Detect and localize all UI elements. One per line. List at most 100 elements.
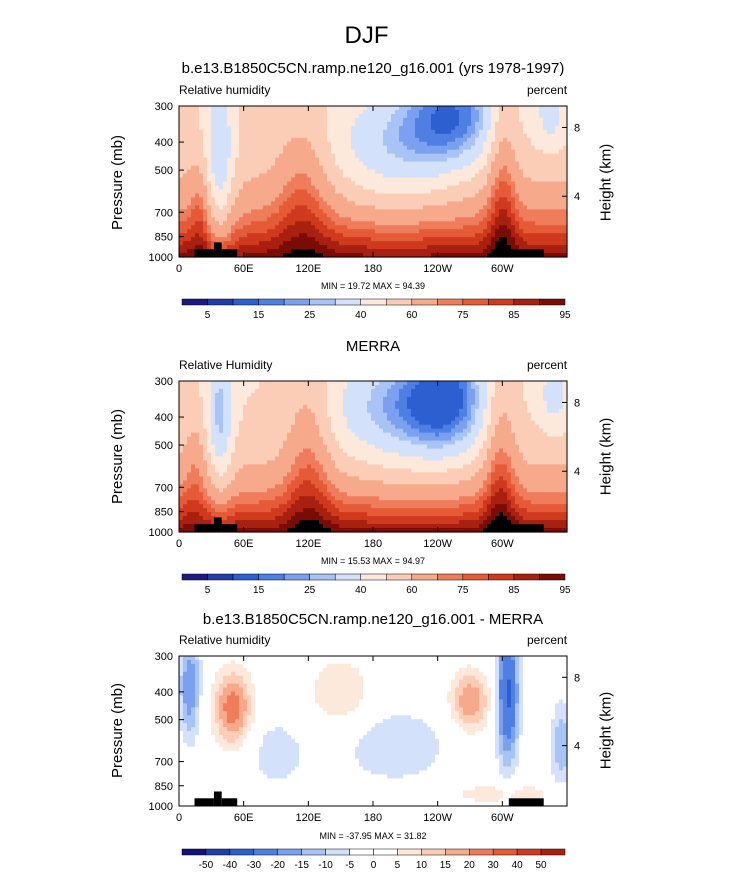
contour-cell [511, 201, 516, 206]
contour-cell [267, 137, 272, 143]
contour-cell [291, 408, 296, 414]
contour-cell [479, 420, 484, 426]
contour-cell [351, 137, 356, 143]
contour-cell [399, 106, 404, 111]
contour-cell [191, 213, 196, 218]
contour-cell [467, 189, 472, 195]
contour-cell [511, 221, 516, 226]
contour-cell [179, 408, 184, 414]
contour-cell [259, 117, 264, 123]
contour-cell [467, 109, 472, 115]
contour-cell [559, 177, 564, 183]
contour-cell [199, 133, 204, 139]
contour-cell [347, 225, 352, 230]
contour-cell [335, 201, 340, 206]
contour-cell [399, 400, 404, 406]
contour-cell [267, 388, 272, 394]
contour-cell [203, 121, 208, 127]
contour-cell [411, 412, 416, 418]
contour-cell [459, 400, 464, 406]
contour-cell [539, 237, 544, 242]
contour-cell [519, 400, 524, 406]
contour-cell [267, 428, 272, 434]
contour-cell [455, 205, 460, 210]
contour-cell [183, 249, 188, 254]
contour-cell [179, 233, 184, 238]
contour-cell [199, 424, 204, 430]
contour-cell [511, 117, 516, 123]
contour-cell [215, 420, 220, 426]
contour-cell [451, 165, 456, 171]
contour-cell [363, 245, 368, 250]
contour-cell [451, 412, 456, 418]
contour-cell [407, 424, 412, 430]
contour-cell [407, 117, 412, 123]
contour-cell [203, 169, 208, 175]
contour-cell [551, 169, 556, 175]
contour-cell [479, 177, 484, 183]
contour-cell [431, 241, 436, 246]
contour-cell [443, 217, 448, 222]
contour-cell [211, 121, 216, 127]
contour-cell [367, 381, 372, 386]
contour-cell [403, 213, 408, 218]
contour-cell [207, 388, 212, 394]
contour-cell [395, 165, 400, 171]
contour-cell [555, 233, 560, 238]
contour-cell [219, 121, 224, 127]
contour-cell [299, 121, 304, 127]
contour-cell [319, 217, 324, 222]
contour-cell [287, 129, 292, 135]
contour-cell [311, 129, 316, 135]
contour-cell [251, 153, 256, 159]
contour-cell [559, 117, 564, 123]
contour-cell [275, 416, 280, 422]
contour-cell [415, 416, 420, 422]
contour-cell [539, 241, 544, 246]
contour-cell [447, 165, 452, 171]
contour-cell [319, 193, 324, 198]
contour-cell [375, 428, 380, 434]
contour-cell [199, 388, 204, 394]
contour-cell [223, 205, 228, 210]
colorbar-swatch [309, 298, 336, 306]
contour-cell [347, 241, 352, 246]
contour-cell [315, 213, 320, 218]
contour-cell [407, 428, 412, 434]
contour-cell [359, 381, 364, 386]
contour-cell [239, 225, 244, 230]
contour-cell [239, 133, 244, 139]
contour-cell [215, 145, 220, 151]
contour-cell [515, 205, 520, 210]
contour-cell [355, 225, 360, 230]
contour-cell [283, 420, 288, 426]
contour-cell [283, 245, 288, 250]
contour-cell [463, 117, 468, 123]
contour-cell [235, 137, 240, 143]
contour-cell [311, 145, 316, 151]
contour-cell [515, 400, 520, 406]
contour-cell [523, 106, 528, 111]
contour-cell [327, 201, 332, 206]
contour-cell [251, 161, 256, 167]
contour-cell [543, 125, 548, 131]
contour-cell [279, 189, 284, 195]
contour-cell [295, 205, 300, 210]
contour-cell [507, 396, 512, 402]
contour-cell [207, 121, 212, 127]
contour-cell [451, 253, 456, 258]
contour-cell [355, 428, 360, 434]
contour-cell [515, 133, 520, 139]
contour-cell [243, 181, 248, 187]
contour-cell [267, 217, 272, 222]
contour-cell [375, 157, 380, 163]
contour-cell [511, 388, 516, 394]
contour-cell [559, 388, 564, 394]
contour-cell [319, 185, 324, 191]
contour-cell [243, 412, 248, 418]
contour-cell [251, 113, 256, 119]
contour-cell [247, 420, 252, 426]
contour-cell [283, 193, 288, 198]
contour-cell [299, 185, 304, 191]
contour-cell [363, 193, 368, 198]
